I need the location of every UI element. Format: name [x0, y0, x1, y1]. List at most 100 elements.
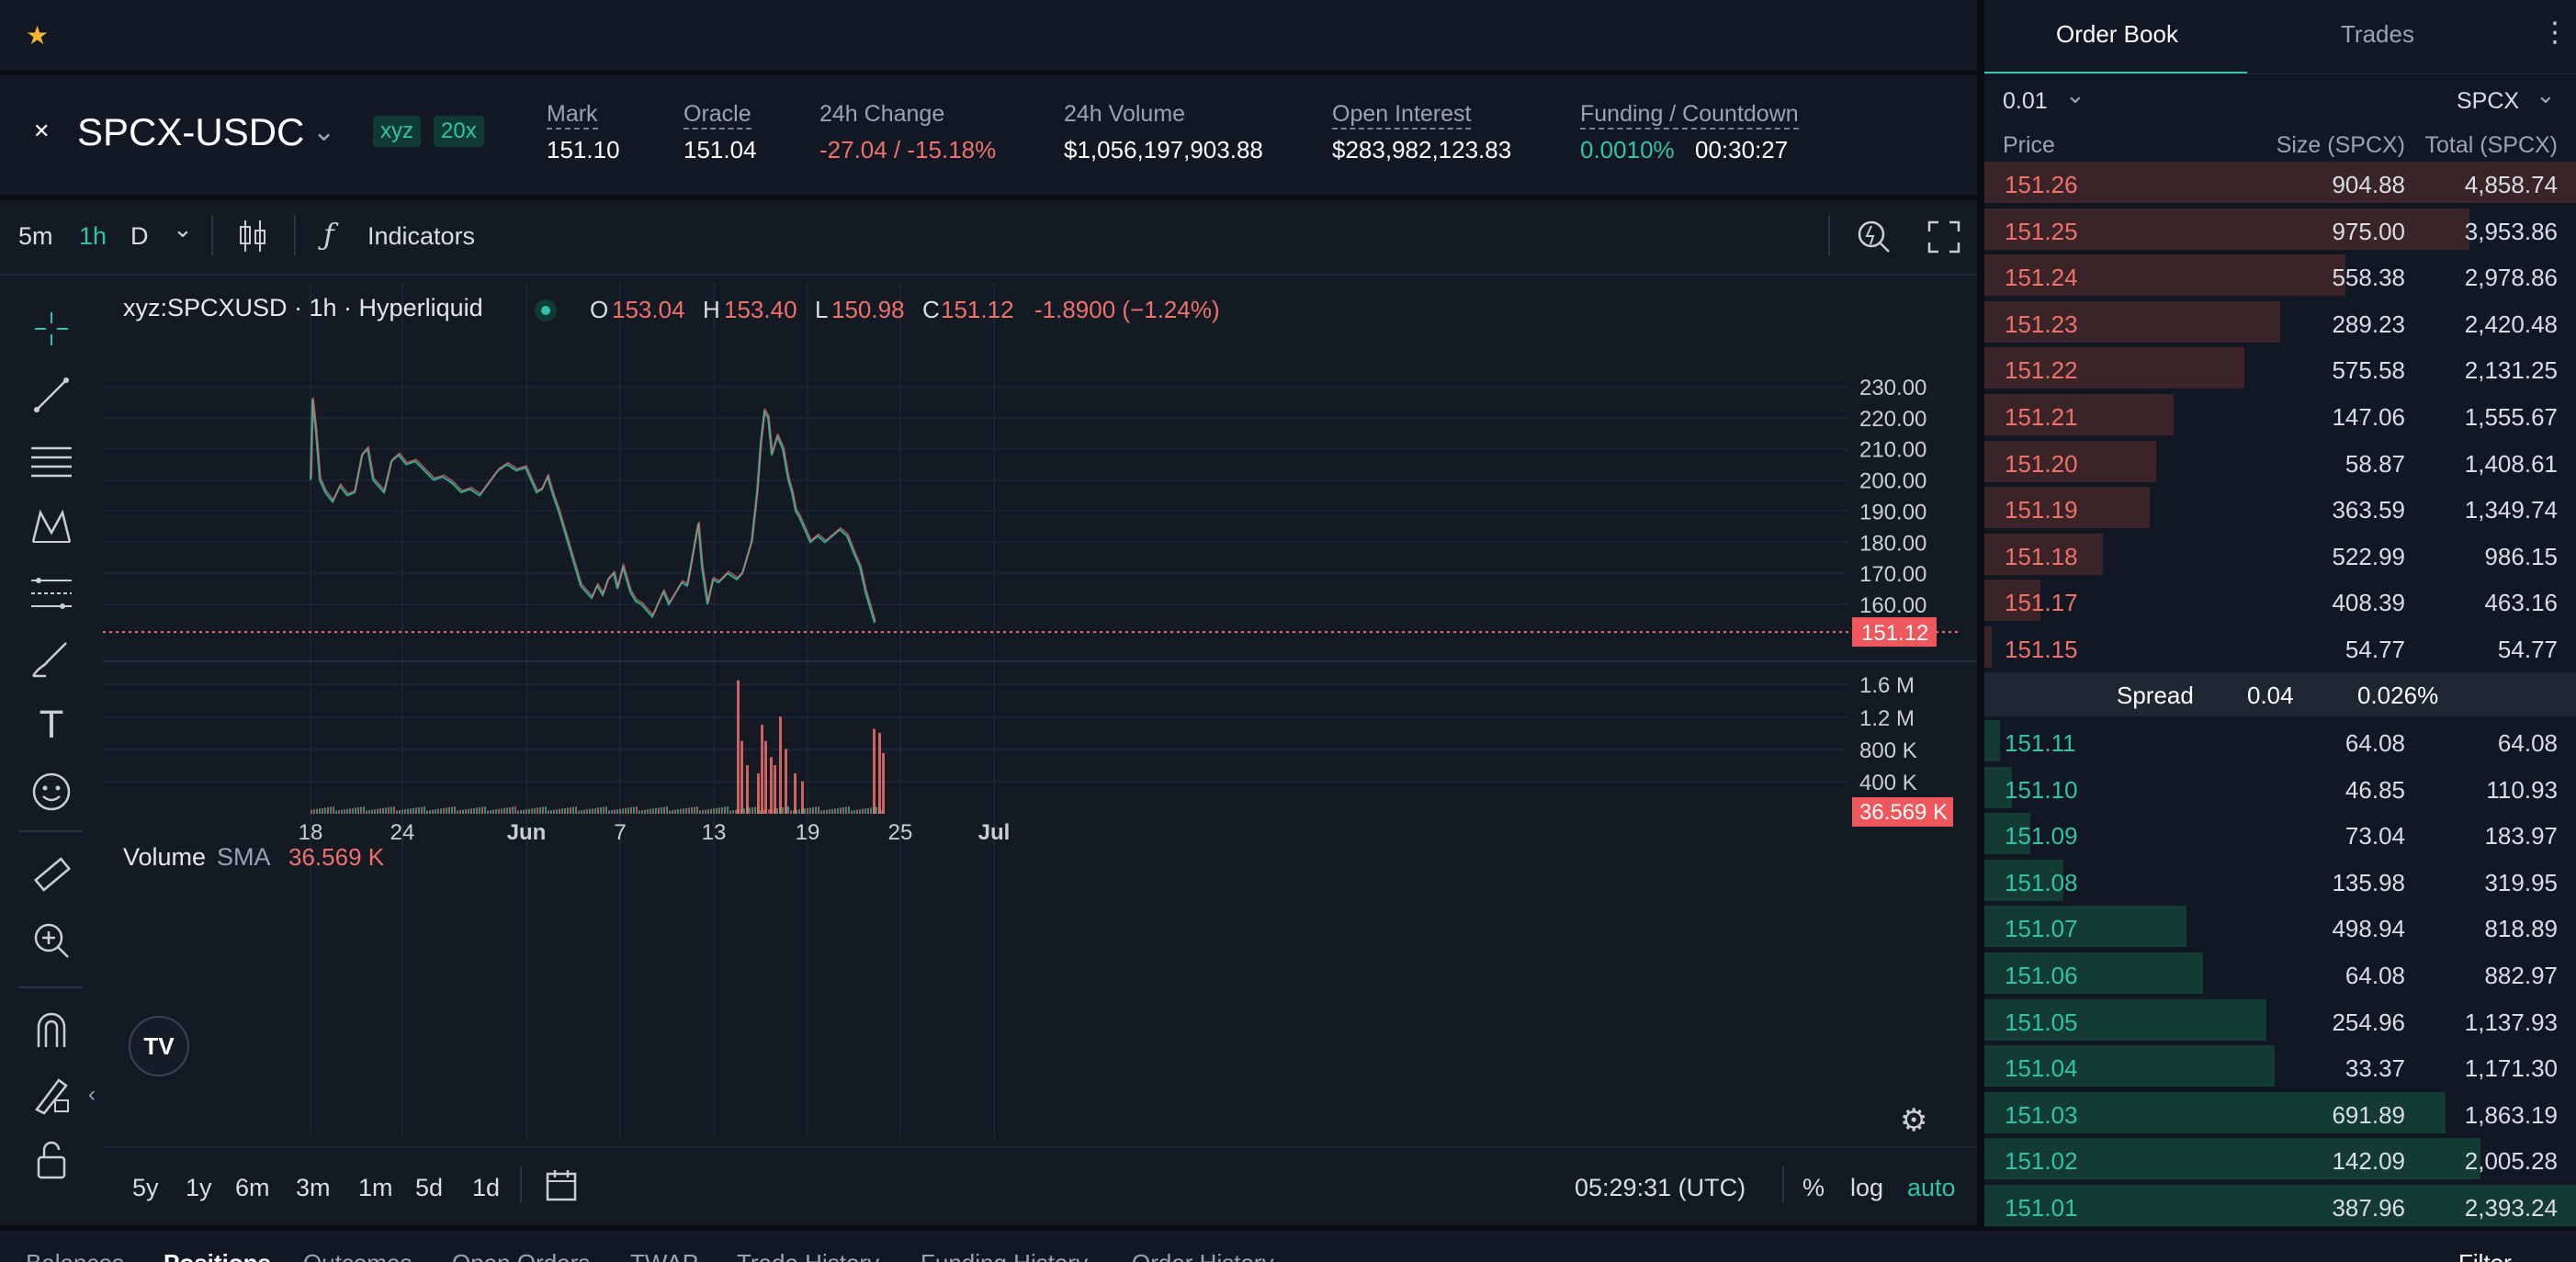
tick-size-select[interactable]: 0.01 [2003, 88, 2048, 114]
star-icon[interactable]: ★ [26, 21, 50, 50]
ask-row[interactable]: 151.24 558.38 2,978.86 [1984, 253, 2576, 298]
ask-row[interactable]: 151.19 363.59 1,349.74 [1984, 485, 2576, 530]
text-tool[interactable]: T [40, 704, 63, 747]
fx-icon[interactable]: ƒ [323, 217, 334, 252]
range-1d[interactable]: 1d [472, 1174, 501, 1201]
leverage-badge[interactable]: 20x [434, 116, 484, 147]
bid-row[interactable]: 151.10 46.85 110.93 [1984, 765, 2576, 810]
ask-depth-bar [1984, 533, 2103, 575]
candles-icon[interactable] [237, 219, 268, 254]
interval-5m[interactable]: 5m [18, 222, 53, 250]
edit-lock-icon[interactable] [20, 1069, 83, 1121]
collapse-tools-icon[interactable]: ‹ [88, 1082, 96, 1107]
range-6m[interactable]: 6m [235, 1174, 270, 1201]
volume-bar [761, 725, 763, 814]
brush-tool[interactable] [20, 634, 83, 685]
bid-price: 151.04 [2005, 1054, 2078, 1083]
volume-bar [446, 807, 447, 814]
ask-row[interactable]: 151.23 289.23 2,420.48 [1984, 299, 2576, 344]
range-5d[interactable]: 5d [415, 1174, 444, 1201]
bid-row[interactable]: 151.11 64.08 64.08 [1984, 718, 2576, 763]
volume-bar [718, 807, 720, 814]
bid-row[interactable]: 151.01 387.96 2,393.24 [1984, 1183, 2576, 1228]
range-3m[interactable]: 3m [296, 1174, 331, 1201]
volume-bar [357, 806, 359, 814]
bid-row[interactable]: 151.06 64.08 882.97 [1984, 951, 2576, 996]
volume-bar [473, 807, 475, 814]
ask-row[interactable]: 151.18 522.99 986.15 [1984, 532, 2576, 577]
tab-twap[interactable]: TWAP [630, 1249, 698, 1262]
tab-open-orders[interactable]: Open Orders [452, 1249, 590, 1262]
price-axis-label: 160.00 [1859, 593, 1926, 618]
ask-row[interactable]: 151.26 904.88 4,858.74 [1984, 160, 2576, 205]
indicators-button[interactable]: Indicators [367, 222, 476, 250]
volume-bar [737, 680, 740, 814]
volume-bar [366, 810, 367, 814]
horizontal-lines-tool[interactable] [20, 435, 83, 487]
interval-d[interactable]: D [130, 222, 149, 250]
magnet-icon[interactable] [20, 1005, 83, 1056]
ask-row[interactable]: 151.25 975.00 3,953.86 [1984, 207, 2576, 252]
bid-row[interactable]: 151.09 73.04 183.97 [1984, 811, 2576, 856]
time-axis-label: 18 [299, 820, 323, 845]
gear-icon[interactable]: ⚙ [1900, 1103, 1928, 1138]
chevron-down-icon[interactable]: ⌄ [312, 117, 336, 147]
tab-trades[interactable]: Trades [2341, 20, 2414, 48]
calendar-goto-icon[interactable] [544, 1166, 581, 1203]
unit-select[interactable]: SPCX [2457, 88, 2520, 114]
interval-chevron-icon[interactable]: ⌄ [173, 215, 193, 242]
interval-1h[interactable]: 1h [79, 222, 107, 250]
price-chart[interactable]: 230.00 220.00 210.00 200.00 190.00 180.00 170.… [103, 283, 1977, 1146]
tradingview-logo[interactable]: TV [129, 1016, 189, 1076]
fib-tool[interactable] [20, 568, 83, 619]
ask-size: 363.59 [2332, 496, 2405, 524]
unlock-icon[interactable] [20, 1133, 83, 1185]
bid-row[interactable]: 151.08 135.98 319.95 [1984, 858, 2576, 903]
volume-bar [537, 807, 538, 814]
bid-row[interactable]: 151.07 498.94 818.89 [1984, 904, 2576, 949]
trendline-tool[interactable] [20, 369, 83, 421]
tab-order-book[interactable]: Order Book [2056, 20, 2178, 48]
emoji-tool[interactable] [20, 766, 83, 817]
bid-row[interactable]: 151.05 254.96 1,137.93 [1984, 997, 2576, 1042]
crosshair-tool[interactable] [20, 303, 83, 355]
log-toggle[interactable]: log [1850, 1174, 1884, 1201]
filter-button[interactable]: Filter [2458, 1249, 2512, 1262]
pattern-tool[interactable] [20, 501, 83, 553]
tab-trade-history[interactable]: Trade History [737, 1249, 879, 1262]
volume-bar [710, 808, 712, 814]
legend-high: 153.40 [724, 296, 797, 323]
tab-balances[interactable]: Balances [26, 1249, 124, 1262]
tab-outcomes[interactable]: Outcomes [303, 1249, 412, 1262]
ask-row[interactable]: 151.22 575.58 2,131.25 [1984, 345, 2576, 390]
ask-size: 408.39 [2332, 589, 2405, 617]
volume-bar [820, 810, 822, 814]
percent-toggle[interactable]: % [1802, 1174, 1825, 1201]
fullscreen-icon[interactable] [1927, 220, 1960, 254]
ask-row[interactable]: 151.17 408.39 463.16 [1984, 578, 2576, 623]
volume-bar [782, 806, 784, 814]
tab-order-history[interactable]: Order History [1132, 1249, 1274, 1262]
tick-chevron-icon[interactable]: ⌄ [2065, 81, 2085, 108]
tab-funding-history[interactable]: Funding History [921, 1249, 1088, 1262]
utc-clock[interactable]: 05:29:31 (UTC) [1575, 1174, 1746, 1201]
symbol-title[interactable]: SPCX-USDC [77, 110, 305, 153]
ruler-icon[interactable] [20, 849, 83, 900]
alert-icon[interactable] [1856, 219, 1892, 255]
tab-positions[interactable]: Positions [164, 1249, 271, 1262]
range-1m[interactable]: 1m [358, 1174, 393, 1201]
ask-row[interactable]: 151.21 147.06 1,555.67 [1984, 392, 2576, 437]
range-5y[interactable]: 5y [132, 1174, 159, 1201]
zoom-in-icon[interactable] [20, 915, 83, 966]
unit-chevron-icon[interactable]: ⌄ [2536, 81, 2556, 108]
ask-total: 463.16 [2484, 589, 2558, 617]
bid-row[interactable]: 151.02 142.09 2,005.28 [1984, 1136, 2576, 1181]
bid-row[interactable]: 151.03 691.89 1,863.19 [1984, 1090, 2576, 1135]
bid-size: 387.96 [2332, 1194, 2405, 1222]
ask-row[interactable]: 151.15 54.77 54.77 [1984, 625, 2576, 670]
bid-row[interactable]: 151.04 33.37 1,171.30 [1984, 1043, 2576, 1088]
ask-row[interactable]: 151.20 58.87 1,408.61 [1984, 439, 2576, 484]
more-vertical-icon[interactable]: ⋮ [2541, 17, 2569, 48]
auto-toggle[interactable]: auto [1907, 1174, 1956, 1201]
range-1y[interactable]: 1y [186, 1174, 212, 1201]
